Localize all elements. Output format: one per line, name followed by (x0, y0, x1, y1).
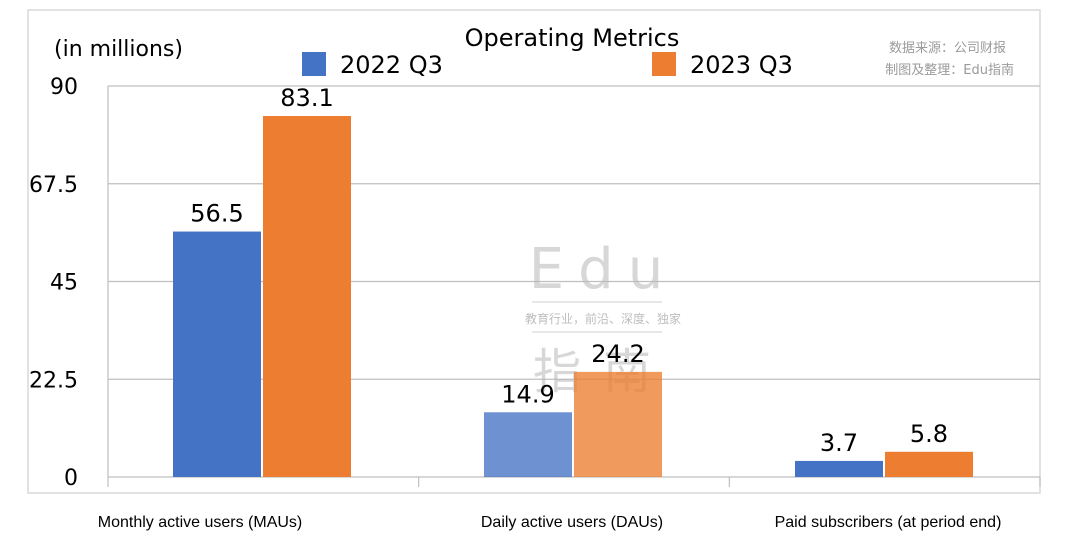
bar-2022-q3-2 (795, 460, 883, 477)
legend-swatch-2022-q3 (302, 52, 326, 76)
x-category-label: Monthly active users (MAUs) (98, 514, 303, 531)
legend-swatch-2023-q3 (652, 52, 676, 76)
source-line-2: 制图及整理：Edu指南 (885, 62, 1014, 78)
axes: 0 22.5 45 67.5 90 Monthly active users (MAUs)… (29, 75, 1041, 531)
data-label: 24.2 (591, 340, 644, 368)
bar-2023-q3-2 (885, 451, 973, 477)
x-category-label: Paid subscribers (at period end) (775, 514, 1002, 531)
source-line-1: 数据来源：公司财报 (889, 41, 1006, 56)
chart-frame (27, 9, 1041, 494)
y-tick-label: 90 (50, 75, 78, 100)
bar-2022-q3-0 (173, 231, 261, 477)
watermark-logo: Edu (529, 237, 677, 302)
data-label: 83.1 (280, 84, 333, 112)
data-label: 14.9 (501, 380, 554, 408)
legend-label-2022-q3: 2022 Q3 (340, 51, 443, 79)
y-tick-label: 45 (50, 271, 78, 296)
bar-2023-q3-1 (574, 371, 662, 477)
data-label: 3.7 (820, 429, 858, 457)
y-tick-label: 22.5 (29, 368, 78, 393)
bars (173, 115, 973, 477)
legend: 2022 Q3 2023 Q3 (302, 51, 793, 79)
bar-2022-q3-1 (484, 412, 572, 477)
unit-label: (in millions) (54, 37, 183, 62)
source-note: 数据来源：公司财报 制图及整理：Edu指南 (885, 41, 1014, 78)
y-tick-label: 67.5 (29, 173, 78, 198)
data-label: 5.8 (910, 420, 948, 448)
data-label: 56.5 (190, 200, 243, 228)
x-category-label: Daily active users (DAUs) (481, 514, 663, 531)
bar-2023-q3-0 (263, 115, 351, 477)
chart-title: Operating Metrics (465, 24, 680, 52)
watermark-tagline: 教育行业，前沿、深度、独家 (525, 311, 681, 326)
data-labels: 56.5 83.1 14.9 24.2 3.7 5.8 (190, 84, 948, 457)
y-tick-label: 0 (64, 466, 78, 491)
legend-label-2023-q3: 2023 Q3 (690, 51, 793, 79)
